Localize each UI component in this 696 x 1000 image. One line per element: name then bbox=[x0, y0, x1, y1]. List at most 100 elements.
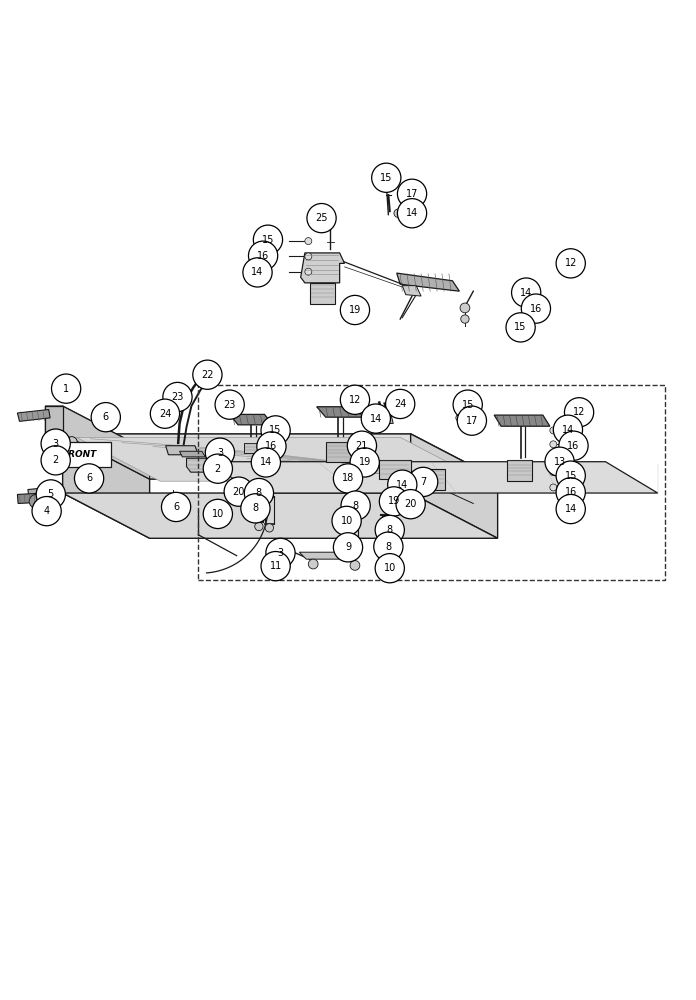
Text: 1: 1 bbox=[63, 384, 69, 394]
Circle shape bbox=[203, 454, 232, 483]
Circle shape bbox=[388, 570, 398, 579]
Circle shape bbox=[248, 241, 278, 270]
Text: 20: 20 bbox=[232, 487, 245, 497]
Circle shape bbox=[41, 429, 70, 458]
Circle shape bbox=[163, 382, 192, 412]
Text: 15: 15 bbox=[461, 400, 474, 410]
Circle shape bbox=[556, 494, 585, 524]
Circle shape bbox=[203, 499, 232, 529]
Polygon shape bbox=[310, 283, 335, 304]
Polygon shape bbox=[494, 415, 550, 426]
Text: 13: 13 bbox=[553, 457, 566, 467]
Polygon shape bbox=[326, 442, 351, 462]
Circle shape bbox=[349, 540, 358, 549]
Circle shape bbox=[456, 414, 463, 421]
Circle shape bbox=[556, 249, 585, 278]
Circle shape bbox=[29, 494, 43, 508]
Circle shape bbox=[361, 404, 390, 433]
Text: 22: 22 bbox=[201, 370, 214, 380]
Polygon shape bbox=[402, 286, 421, 296]
Circle shape bbox=[91, 403, 120, 432]
Circle shape bbox=[375, 515, 404, 545]
Circle shape bbox=[224, 477, 253, 506]
Text: 2: 2 bbox=[53, 455, 58, 465]
Polygon shape bbox=[45, 406, 150, 451]
Circle shape bbox=[382, 552, 390, 560]
Text: 17: 17 bbox=[466, 416, 478, 426]
Circle shape bbox=[261, 552, 290, 581]
Bar bbox=[198, 385, 665, 580]
Circle shape bbox=[218, 444, 225, 451]
Text: 3: 3 bbox=[278, 548, 283, 558]
Text: 8: 8 bbox=[386, 542, 391, 552]
Circle shape bbox=[333, 464, 363, 493]
Circle shape bbox=[340, 295, 370, 325]
Text: 7: 7 bbox=[420, 477, 426, 487]
Polygon shape bbox=[205, 462, 658, 493]
Circle shape bbox=[551, 455, 563, 468]
Polygon shape bbox=[416, 469, 445, 490]
Text: 5: 5 bbox=[48, 489, 54, 499]
Text: 16: 16 bbox=[530, 304, 542, 314]
Text: 15: 15 bbox=[262, 235, 274, 245]
Circle shape bbox=[550, 455, 557, 462]
Circle shape bbox=[341, 491, 370, 520]
Circle shape bbox=[545, 447, 574, 476]
Polygon shape bbox=[180, 451, 205, 457]
Circle shape bbox=[205, 438, 235, 467]
Polygon shape bbox=[507, 460, 532, 481]
Polygon shape bbox=[166, 446, 198, 455]
Circle shape bbox=[374, 532, 403, 561]
Circle shape bbox=[257, 432, 286, 461]
Polygon shape bbox=[28, 487, 52, 499]
Circle shape bbox=[74, 464, 104, 493]
Text: 2: 2 bbox=[215, 464, 221, 474]
Circle shape bbox=[550, 484, 557, 491]
Circle shape bbox=[66, 454, 77, 465]
Circle shape bbox=[32, 497, 61, 526]
Text: 15: 15 bbox=[380, 173, 393, 183]
Polygon shape bbox=[317, 407, 363, 417]
Circle shape bbox=[347, 431, 377, 460]
Circle shape bbox=[461, 315, 469, 323]
Text: 16: 16 bbox=[265, 441, 278, 451]
Circle shape bbox=[460, 303, 470, 313]
Text: 8: 8 bbox=[253, 503, 258, 513]
Circle shape bbox=[350, 561, 360, 570]
Circle shape bbox=[244, 478, 274, 508]
Text: 16: 16 bbox=[564, 487, 577, 497]
Text: 21: 21 bbox=[356, 441, 368, 451]
Circle shape bbox=[251, 448, 280, 477]
Text: 4: 4 bbox=[44, 506, 49, 516]
Polygon shape bbox=[63, 434, 498, 479]
Text: 20: 20 bbox=[404, 499, 417, 509]
Polygon shape bbox=[379, 460, 411, 479]
Circle shape bbox=[52, 374, 81, 403]
Polygon shape bbox=[17, 410, 50, 421]
Circle shape bbox=[265, 524, 274, 532]
Text: 10: 10 bbox=[212, 509, 224, 519]
Circle shape bbox=[215, 390, 244, 419]
Circle shape bbox=[457, 406, 487, 435]
Text: 11: 11 bbox=[269, 561, 282, 571]
Circle shape bbox=[333, 533, 363, 562]
Polygon shape bbox=[205, 454, 230, 460]
Circle shape bbox=[36, 480, 65, 509]
Circle shape bbox=[550, 427, 557, 434]
Polygon shape bbox=[397, 273, 459, 291]
Circle shape bbox=[397, 199, 427, 228]
Circle shape bbox=[556, 461, 585, 490]
Polygon shape bbox=[341, 462, 415, 474]
Circle shape bbox=[266, 538, 295, 568]
FancyBboxPatch shape bbox=[55, 442, 111, 467]
Polygon shape bbox=[17, 493, 45, 503]
Circle shape bbox=[396, 490, 425, 519]
Text: 19: 19 bbox=[349, 305, 361, 315]
Circle shape bbox=[305, 238, 312, 245]
Text: 15: 15 bbox=[564, 471, 577, 481]
Polygon shape bbox=[301, 253, 345, 283]
Circle shape bbox=[564, 398, 594, 427]
Circle shape bbox=[388, 470, 417, 499]
Polygon shape bbox=[230, 414, 273, 425]
Text: 3: 3 bbox=[53, 439, 58, 449]
